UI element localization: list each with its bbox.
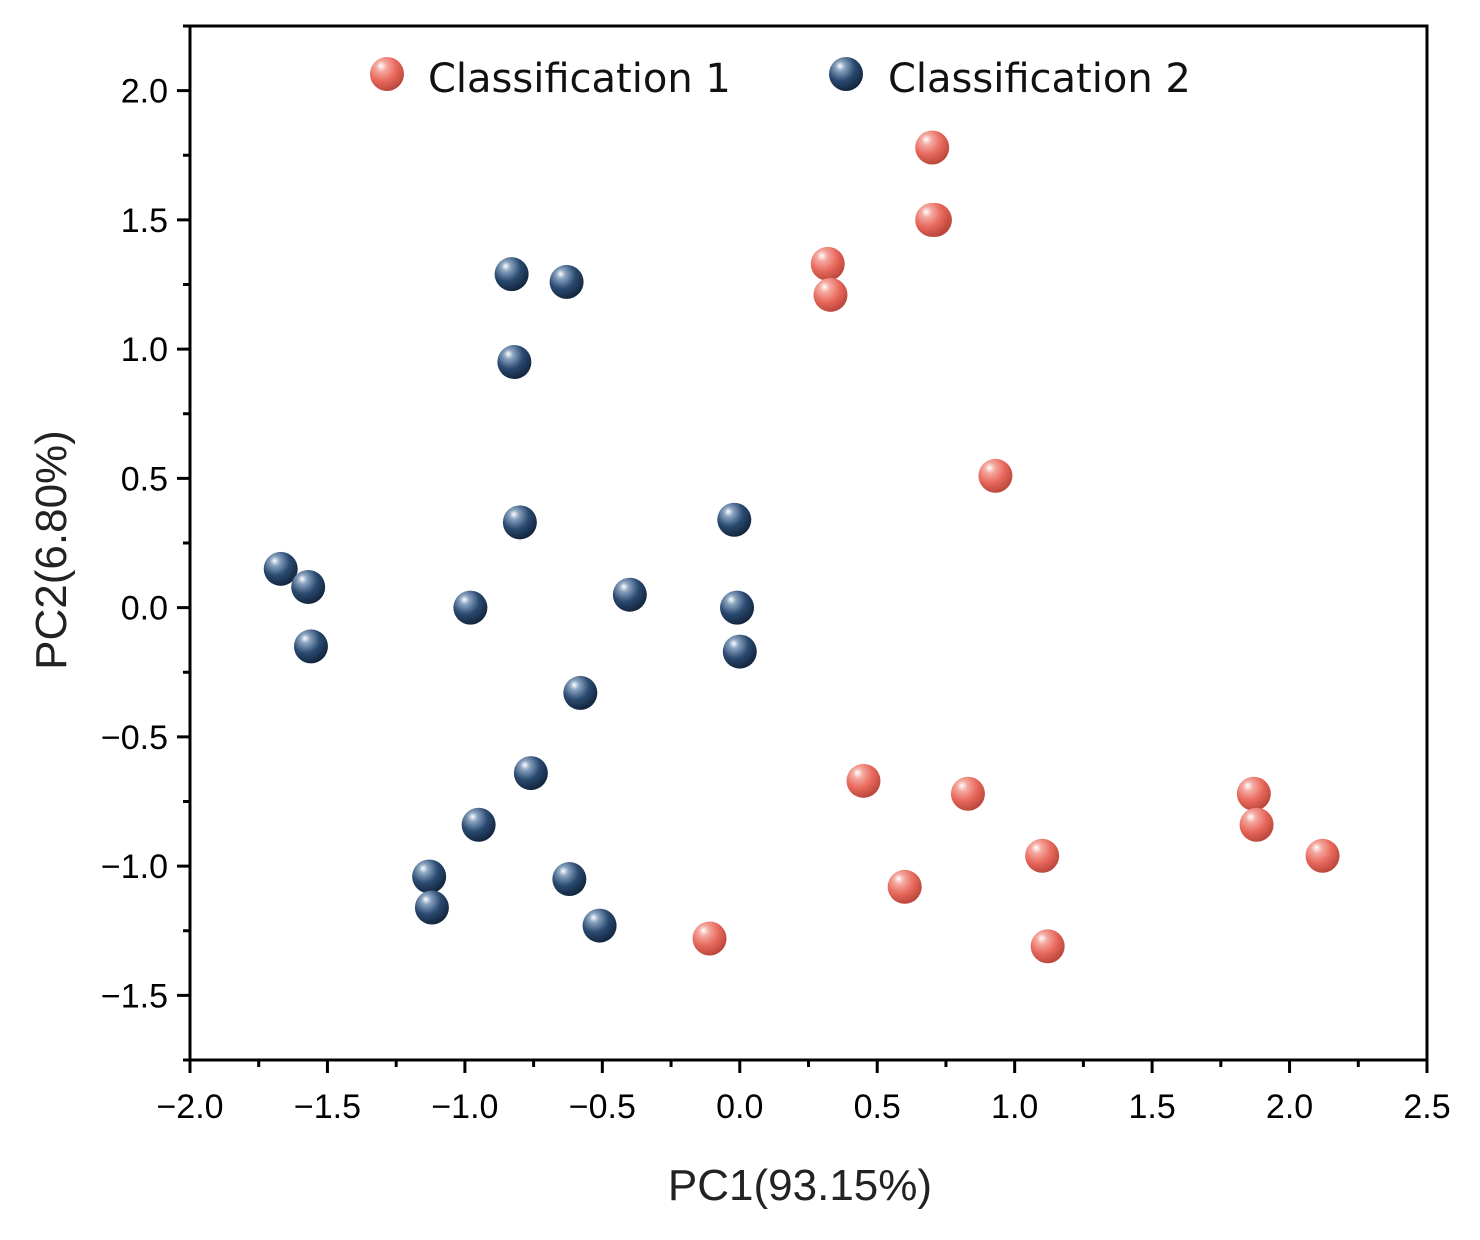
y-axis-title: PC2(6.80%) <box>27 430 76 670</box>
axes: −2.0 −1.5 −1.0 −0.5 0.0 0.5 1.0 1.5 2.0 2.5 −1.5 −1… <box>101 24 1451 1126</box>
data-point-series-1 <box>1239 807 1274 842</box>
data-point-series-1 <box>813 277 848 312</box>
x-tick-label: −1.5 <box>294 1088 361 1126</box>
data-point-series-1 <box>915 202 950 237</box>
x-tick-label: 0.5 <box>854 1088 901 1126</box>
data-point-series-1 <box>810 246 845 281</box>
data-point-series-1 <box>978 458 1013 493</box>
x-tick-label: −0.5 <box>569 1088 636 1126</box>
data-point-series-1 <box>846 763 881 798</box>
y-tick-label: 1.0 <box>121 331 168 369</box>
x-tick-label: −2.0 <box>156 1088 223 1126</box>
y-tick-label: −1.0 <box>101 848 168 886</box>
data-point-series-2 <box>549 264 584 299</box>
data-point-series-2 <box>563 675 598 710</box>
y-tick-label: −0.5 <box>101 719 168 757</box>
data-points <box>263 130 1340 964</box>
data-point-series-2 <box>722 634 757 669</box>
data-point-series-2 <box>453 590 488 625</box>
y-tick-label: 0.5 <box>121 460 168 498</box>
data-point-series-2 <box>582 908 617 943</box>
data-point-series-2 <box>502 505 537 540</box>
y-tick-label: 2.0 <box>121 73 168 111</box>
data-point-series-2 <box>461 807 496 842</box>
x-tick-label: 2.5 <box>1403 1088 1450 1126</box>
x-tick-label: −1.0 <box>431 1088 498 1126</box>
data-point-series-2 <box>552 862 587 897</box>
data-point-series-1 <box>950 776 985 811</box>
data-point-series-2 <box>497 345 532 380</box>
data-point-series-2 <box>414 890 449 925</box>
legend-marker-series-2 <box>829 57 863 91</box>
data-point-series-2 <box>293 629 328 664</box>
data-point-series-1 <box>1305 838 1340 873</box>
x-tick-label: 2.0 <box>1266 1088 1313 1126</box>
data-point-series-2 <box>612 577 647 612</box>
plot-frame <box>188 24 1429 1062</box>
legend-marker-series-1 <box>370 57 404 91</box>
legend-label-series-2: Classification 2 <box>888 56 1191 102</box>
data-point-series-2 <box>717 502 752 537</box>
data-point-series-2 <box>263 551 298 586</box>
x-tick-label: 1.0 <box>991 1088 1038 1126</box>
legend-label-series-1: Classification 1 <box>428 56 731 102</box>
data-point-series-1 <box>1236 776 1271 811</box>
data-point-series-2 <box>494 257 529 292</box>
x-tick-label: 0.0 <box>716 1088 763 1126</box>
legend: Classification 1 Classification 2 <box>370 56 1191 102</box>
data-point-series-1 <box>1025 838 1060 873</box>
y-tick-label: 1.5 <box>121 202 168 240</box>
y-tick-label: −1.5 <box>101 977 168 1015</box>
data-point-series-2 <box>513 756 548 791</box>
x-axis-title: PC1(93.15%) <box>668 1161 932 1210</box>
data-point-series-1 <box>915 130 950 165</box>
data-point-series-2 <box>720 590 755 625</box>
data-point-series-2 <box>291 569 326 604</box>
data-point-series-1 <box>692 921 727 956</box>
y-tick-label: 0.0 <box>121 590 168 628</box>
data-point-series-2 <box>412 859 447 894</box>
x-tick-label: 1.5 <box>1128 1088 1175 1126</box>
data-point-series-1 <box>887 869 922 904</box>
data-point-series-1 <box>1030 929 1065 964</box>
